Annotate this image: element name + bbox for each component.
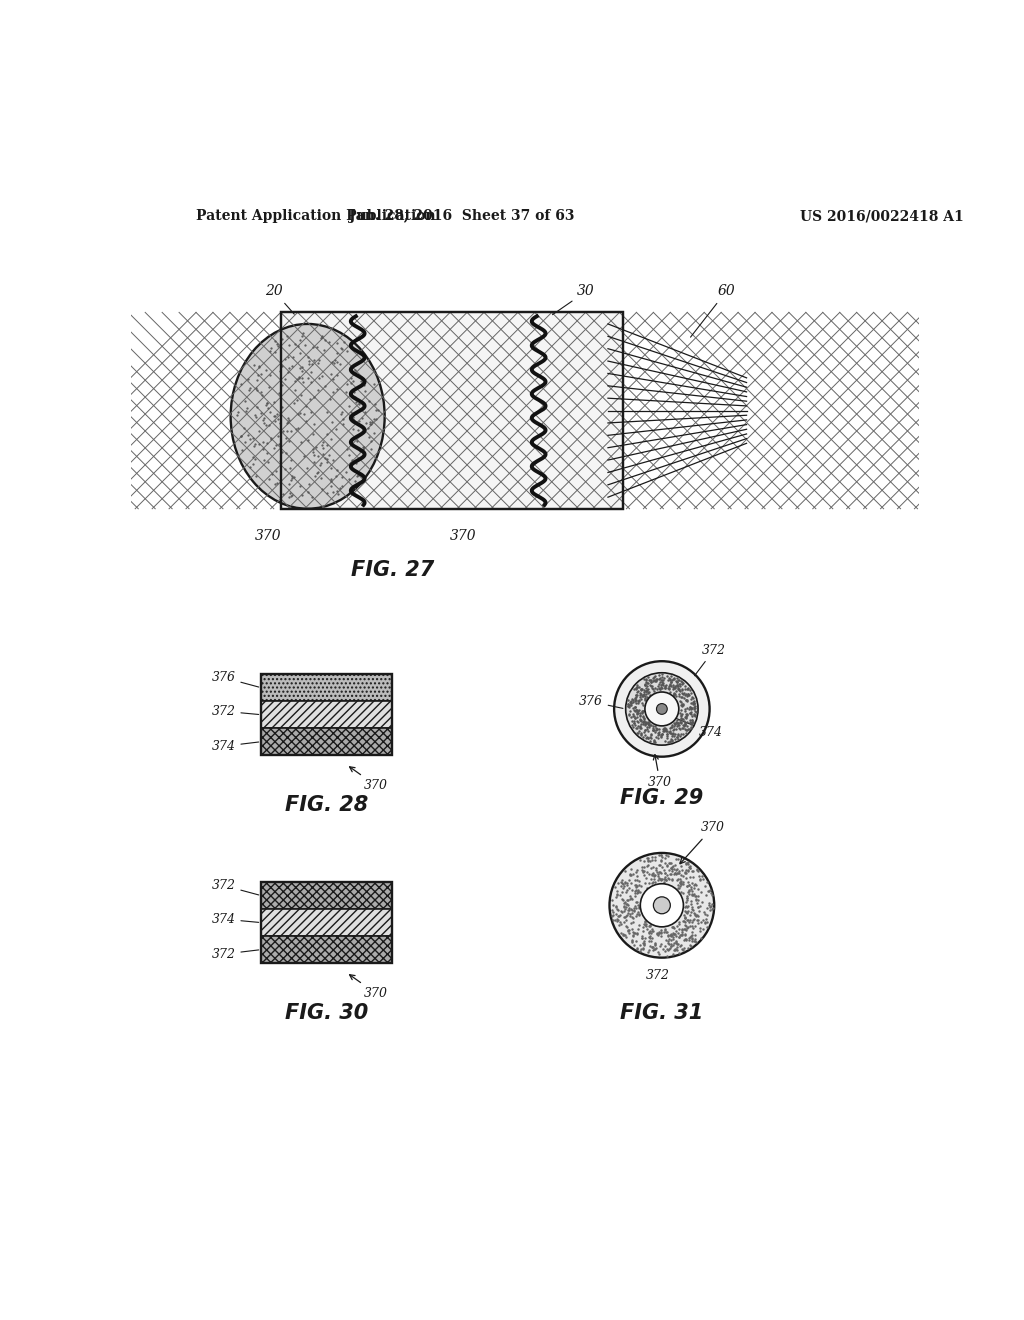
Text: 370: 370 xyxy=(451,529,477,543)
Text: FIG. 27: FIG. 27 xyxy=(351,561,434,581)
Ellipse shape xyxy=(230,323,385,508)
Text: 60: 60 xyxy=(690,285,735,337)
Text: 376: 376 xyxy=(211,671,259,686)
Text: FIG. 30: FIG. 30 xyxy=(286,1003,369,1023)
Text: 374: 374 xyxy=(676,718,723,739)
Text: 372: 372 xyxy=(646,969,670,982)
Circle shape xyxy=(645,692,679,726)
Text: 376: 376 xyxy=(579,696,623,709)
Bar xyxy=(261,701,392,729)
Text: 30: 30 xyxy=(553,285,595,314)
Bar xyxy=(281,313,624,508)
Text: 370: 370 xyxy=(648,755,672,789)
Text: 370: 370 xyxy=(680,821,724,863)
Text: US 2016/0022418 A1: US 2016/0022418 A1 xyxy=(801,209,965,223)
Text: 20: 20 xyxy=(265,285,294,314)
Text: 370: 370 xyxy=(255,529,282,543)
Bar xyxy=(261,882,392,909)
Text: Jan. 28, 2016  Sheet 37 of 63: Jan. 28, 2016 Sheet 37 of 63 xyxy=(349,209,574,223)
Text: 370: 370 xyxy=(349,974,388,1001)
Text: 372: 372 xyxy=(211,948,259,961)
Text: FIG. 31: FIG. 31 xyxy=(621,1003,703,1023)
Circle shape xyxy=(609,853,714,958)
Circle shape xyxy=(656,704,668,714)
Text: Patent Application Publication: Patent Application Publication xyxy=(196,209,435,223)
Bar xyxy=(281,313,624,508)
Text: 372: 372 xyxy=(694,644,726,676)
Circle shape xyxy=(653,896,671,913)
Bar xyxy=(261,909,392,936)
Text: FIG. 28: FIG. 28 xyxy=(286,795,369,816)
Text: 372: 372 xyxy=(211,705,259,718)
Bar xyxy=(261,936,392,964)
Bar xyxy=(261,675,392,701)
Circle shape xyxy=(640,884,683,927)
Text: 372: 372 xyxy=(211,879,259,895)
Text: 370: 370 xyxy=(349,767,388,792)
Text: FIG. 29: FIG. 29 xyxy=(621,788,703,808)
Circle shape xyxy=(614,661,710,756)
Text: 374: 374 xyxy=(211,739,259,752)
Bar xyxy=(261,729,392,755)
Text: 374: 374 xyxy=(211,912,259,925)
Bar xyxy=(261,882,392,964)
Bar xyxy=(261,675,392,755)
Circle shape xyxy=(626,673,698,744)
